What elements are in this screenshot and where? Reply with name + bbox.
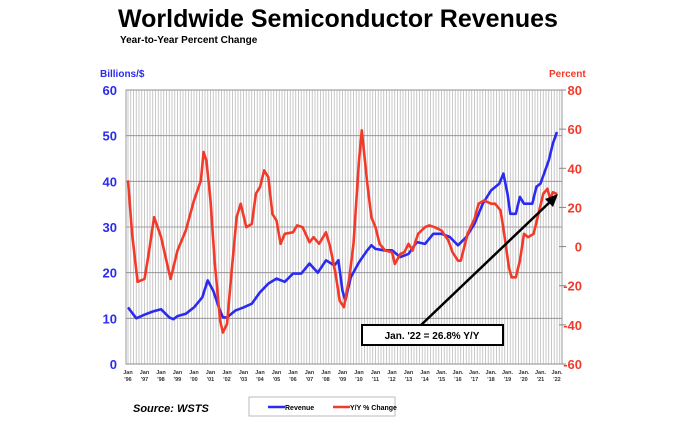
x-tick-label: '01 (207, 377, 214, 383)
x-tick-label: '17 (471, 377, 478, 383)
x-tick-label: Jan (189, 370, 199, 376)
x-tick-label: '09 (339, 377, 346, 383)
x-tick-label: '19 (504, 377, 511, 383)
left-tick-label: 60 (103, 83, 117, 98)
x-tick-label: '13 (405, 377, 412, 383)
right-tick-label: 80 (568, 83, 582, 98)
left-tick-label: 10 (103, 311, 117, 326)
x-tick-label: Jan. (469, 370, 480, 376)
x-tick-label: Jan (239, 370, 249, 376)
annotation-arrow (419, 199, 553, 327)
annotation-text: Jan. '22 = 26.8% Y/Y (385, 331, 480, 342)
x-tick-label: Jan. (551, 370, 562, 376)
grid (125, 89, 563, 365)
source-label: Source: WSTS (133, 403, 209, 415)
x-tick-label: '03 (240, 377, 247, 383)
chart-title: Worldwide Semiconductor Revenues (118, 5, 558, 33)
x-tick-label: '12 (388, 377, 395, 383)
arrow-head-icon (545, 194, 558, 207)
x-tick-label: '20 (520, 377, 527, 383)
legend-label-yoy: Y/Y % Change (350, 405, 397, 412)
x-tick-label: '04 (256, 377, 264, 383)
x-tick-label: '14 (421, 377, 429, 383)
x-tick-label: Jan (255, 370, 265, 376)
x-tick-label: '00 (190, 377, 197, 383)
x-tick-label: '97 (141, 377, 148, 383)
x-tick-label: '06 (289, 377, 296, 383)
x-tick-label: Jan (371, 370, 381, 376)
x-tick-label: Jan (206, 370, 216, 376)
left-tick-label: 0 (110, 357, 117, 372)
right-axis-label: Percent (549, 69, 586, 80)
x-tick-label: Jan (420, 370, 430, 376)
x-tick-label: Jan (404, 370, 414, 376)
x-tick-label: '22 (553, 377, 560, 383)
x-tick-label: '15 (438, 377, 445, 383)
annotation: Jan. '22 = 26.8% Y/Y (361, 194, 558, 346)
left-tick-label: 30 (103, 220, 117, 235)
left-axis-ticks: 0 10 20 30 40 50 60 (103, 83, 117, 372)
x-tick-label: Jan (338, 370, 348, 376)
x-tick-label: Jan (288, 370, 298, 376)
series-lines (126, 129, 559, 334)
x-axis-ticks: Jan'96Jan'97Jan'98Jan'99Jan'00Jan'01Jan'… (123, 370, 563, 383)
left-tick-label: 40 (103, 174, 117, 189)
x-tick-label: Jan. (502, 370, 513, 376)
x-tick-label: Jan (305, 370, 315, 376)
x-tick-label: Jan (354, 370, 364, 376)
x-tick-label: '08 (322, 377, 329, 383)
x-tick-label: Jan (387, 370, 397, 376)
legend-box (248, 396, 396, 417)
annotation-box (361, 324, 504, 346)
x-tick-label: '10 (355, 377, 362, 383)
x-tick-label: Jan. (485, 370, 496, 376)
x-tick-label: '98 (157, 377, 164, 383)
x-tick-label: Jan. (436, 370, 447, 376)
left-tick-label: 50 (103, 129, 117, 144)
legend-label-revenue: Revenue (285, 405, 314, 412)
x-tick-label: Jan (123, 370, 133, 376)
right-tick-label: -40 (563, 318, 582, 333)
x-tick-label: '21 (537, 377, 544, 383)
right-tick-label: 60 (568, 122, 582, 137)
right-tick-label: 40 (568, 161, 582, 176)
x-tick-label: Jan (222, 370, 232, 376)
right-tick-label: -60 (563, 357, 582, 372)
series-line-yoy-change (126, 129, 558, 334)
x-tick-label: '07 (306, 377, 313, 383)
right-axis-ticks: -60 -40 -20 0 20 40 60 80 (559, 83, 582, 372)
x-tick-label: '02 (223, 377, 230, 383)
x-tick-label: Jan (272, 370, 282, 376)
chart-subtitle: Year-to-Year Percent Change (120, 35, 258, 46)
right-tick-label: 20 (568, 200, 582, 215)
left-axis-label: Billions/$ (100, 69, 145, 80)
x-tick-label: Jan (156, 370, 166, 376)
x-tick-label: '18 (487, 377, 494, 383)
x-tick-label: '16 (454, 377, 461, 383)
x-tick-label: Jan. (518, 370, 529, 376)
x-tick-label: Jan (321, 370, 331, 376)
left-tick-label: 20 (103, 266, 117, 281)
right-tick-label: 0 (575, 240, 582, 255)
x-tick-label: '99 (174, 377, 181, 383)
legend: Revenue Y/Y % Change (248, 396, 397, 417)
right-tick-label: -20 (563, 279, 582, 294)
x-tick-label: Jan. (452, 370, 463, 376)
x-tick-label: Jan (173, 370, 183, 376)
x-tick-label: '11 (372, 377, 379, 383)
x-tick-label: Jan (140, 370, 150, 376)
x-tick-label: '05 (273, 377, 280, 383)
x-tick-label: '96 (124, 377, 131, 383)
x-tick-label: Jan. (535, 370, 546, 376)
